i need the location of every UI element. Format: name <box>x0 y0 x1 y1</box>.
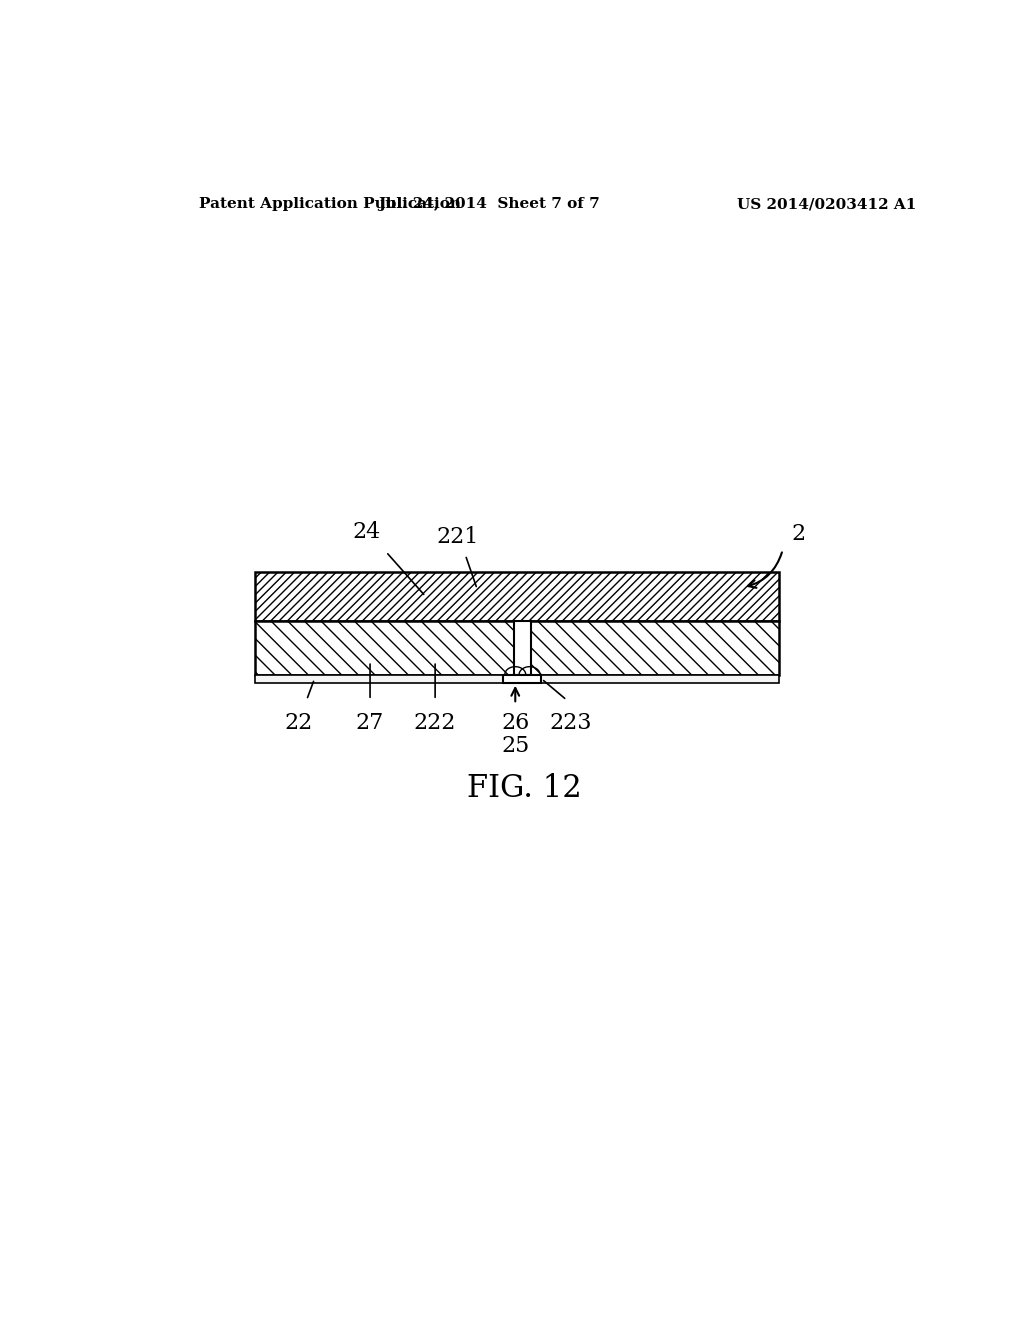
Text: 22: 22 <box>285 713 312 734</box>
Text: 222: 222 <box>414 713 457 734</box>
Text: FIG. 12: FIG. 12 <box>467 774 583 804</box>
Text: US 2014/0203412 A1: US 2014/0203412 A1 <box>736 197 916 211</box>
Bar <box>255 572 779 620</box>
Text: 25: 25 <box>501 735 529 756</box>
Text: 221: 221 <box>436 525 478 548</box>
Text: 2: 2 <box>792 523 806 545</box>
Text: 26: 26 <box>501 713 529 734</box>
Bar <box>255 620 779 675</box>
Text: 223: 223 <box>550 713 592 734</box>
Text: 27: 27 <box>356 713 384 734</box>
Text: Jul. 24, 2014  Sheet 7 of 7: Jul. 24, 2014 Sheet 7 of 7 <box>378 197 600 211</box>
Text: Patent Application Publication: Patent Application Publication <box>200 197 462 211</box>
Text: 24: 24 <box>352 520 380 543</box>
Bar <box>504 675 542 682</box>
Bar <box>514 620 531 675</box>
Bar <box>255 675 779 682</box>
